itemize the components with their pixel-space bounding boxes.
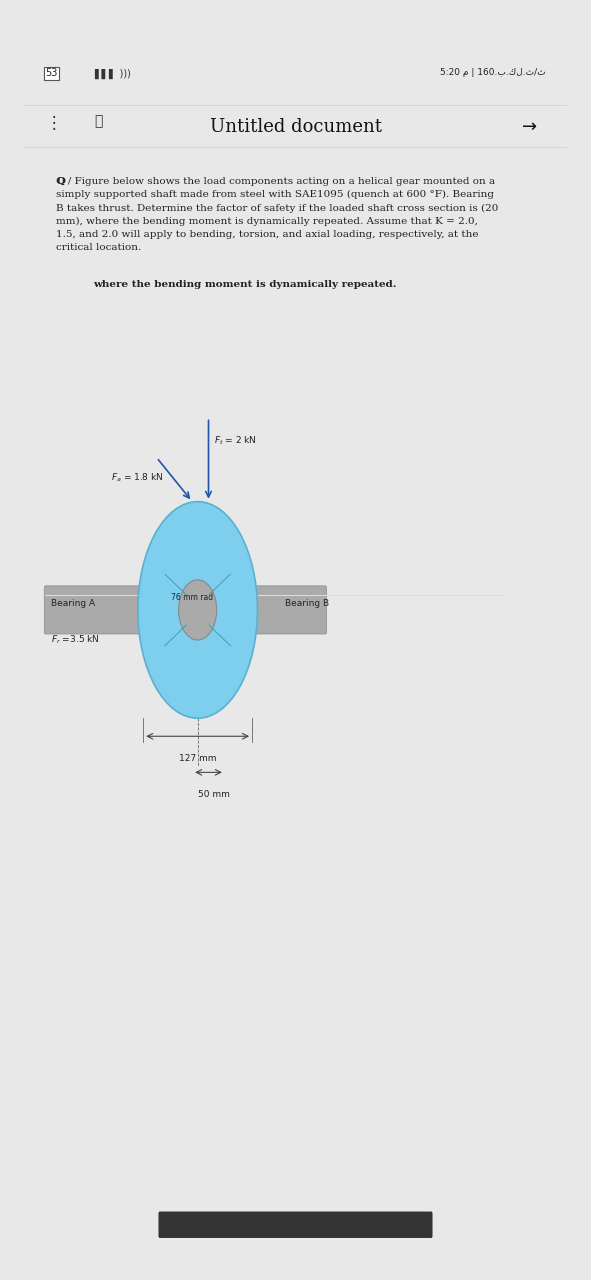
FancyBboxPatch shape xyxy=(221,586,326,634)
Text: ⋮: ⋮ xyxy=(46,114,62,132)
Text: $F_r$ =3.5 kN: $F_r$ =3.5 kN xyxy=(51,634,99,646)
Text: 5:20 م | 160.ب.كل.ث/ث: 5:20 م | 160.ب.كل.ث/ث xyxy=(440,68,545,78)
Text: where the bending moment is dynamically repeated.: where the bending moment is dynamically … xyxy=(93,279,397,289)
Text: 53: 53 xyxy=(46,68,58,78)
Ellipse shape xyxy=(178,580,217,640)
Text: $F_t$ = 2 kN: $F_t$ = 2 kN xyxy=(214,435,256,448)
Text: Bearing A: Bearing A xyxy=(51,599,95,608)
FancyBboxPatch shape xyxy=(158,1211,433,1238)
Text: Untitled document: Untitled document xyxy=(209,118,382,136)
Text: 🗗: 🗗 xyxy=(95,114,103,128)
Text: ▌▌▌ ))): ▌▌▌ ))) xyxy=(95,68,134,78)
Text: Q: Q xyxy=(56,177,65,186)
FancyBboxPatch shape xyxy=(44,586,150,634)
Text: Bearing B: Bearing B xyxy=(285,599,329,608)
Text: 76 mm rad: 76 mm rad xyxy=(171,594,213,603)
Text: 127 mm: 127 mm xyxy=(179,754,216,763)
Text: $F_a$ = 1.8 kN: $F_a$ = 1.8 kN xyxy=(111,471,163,484)
Text: 50 mm: 50 mm xyxy=(198,791,230,800)
Ellipse shape xyxy=(138,502,258,718)
Text: Q / Figure below shows the load components acting on a helical gear mounted on a: Q / Figure below shows the load componen… xyxy=(56,177,499,252)
Text: →: → xyxy=(522,118,537,136)
